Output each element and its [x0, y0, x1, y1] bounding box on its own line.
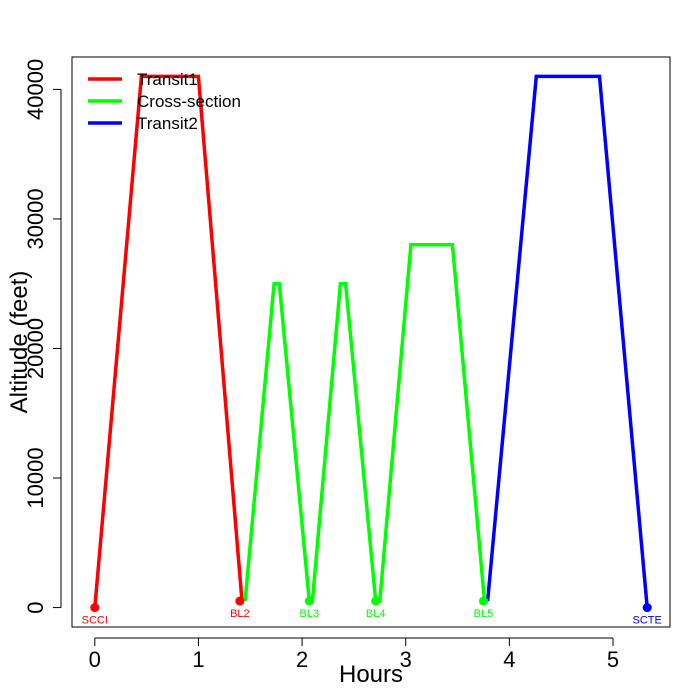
point-marker-0: [90, 603, 100, 613]
point-marker-2: [304, 596, 314, 606]
point-label-3: BL4: [366, 608, 386, 620]
series-line-0: [93, 74, 244, 608]
x-tick-label-1: 1: [192, 647, 204, 672]
legend: Transit1 Cross-section Transit2: [88, 70, 241, 133]
series-layer: [93, 74, 649, 608]
x-tick-label-2: 2: [296, 647, 308, 672]
x-tick-label-3: 3: [400, 647, 412, 672]
point-marker-3: [371, 596, 381, 606]
y-tick-label-4: 40000: [23, 59, 48, 120]
legend-label-1: Cross-section: [137, 92, 241, 111]
plot-frame: [71, 56, 671, 628]
x-tick-label-0: 0: [89, 647, 101, 672]
point-marker-4: [478, 596, 488, 606]
point-marker-5: [642, 603, 652, 613]
y-axis: 0 10000 20000 30000 40000: [23, 59, 62, 614]
y-axis-title: Altitude (feet): [6, 271, 33, 414]
x-axis-title: Hours: [339, 661, 403, 688]
legend-label-2: Transit2: [137, 114, 198, 133]
point-label-1: BL2: [230, 608, 250, 620]
point-marker-1: [235, 596, 245, 606]
point-label-4: BL5: [474, 608, 494, 620]
legend-label-0: Transit1: [137, 70, 198, 89]
y-tick-label-2: 20000: [23, 318, 48, 379]
x-tick-label-4: 4: [503, 647, 515, 672]
y-tick-label-3: 30000: [23, 188, 48, 249]
series-line-2: [485, 74, 649, 608]
y-tick-label-1: 10000: [23, 447, 48, 508]
points-layer: SCCI BL2 BL3 BL4 BL5 SCTE: [82, 596, 662, 627]
series-line-1: [243, 243, 487, 603]
x-axis: 0 1 2 3 4 5: [89, 637, 619, 672]
y-tick-label-0: 0: [23, 601, 48, 613]
point-label-2: BL3: [300, 608, 320, 620]
x-tick-label-5: 5: [607, 647, 619, 672]
point-label-0: SCCI: [82, 615, 108, 627]
point-label-5: SCTE: [633, 615, 662, 627]
